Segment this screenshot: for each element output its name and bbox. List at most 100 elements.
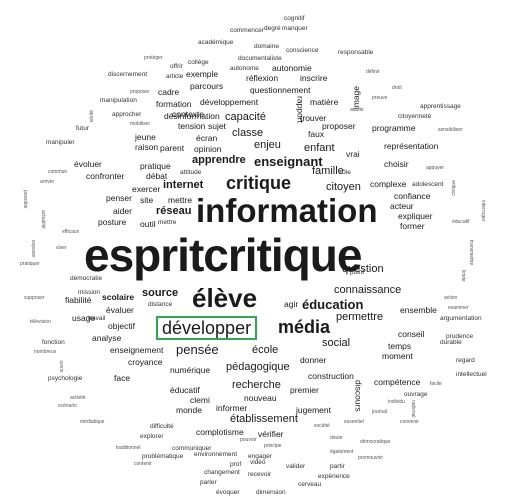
- word-raison: raison: [135, 142, 159, 152]
- word-esprit-critique: espritcritique: [84, 229, 362, 281]
- word-degre: degré: [264, 25, 281, 32]
- word-evaluer: évaluer: [106, 305, 134, 315]
- word-proposer: proposer: [322, 121, 356, 131]
- word-edge-17: traditionnel: [116, 445, 141, 451]
- word-edge-11: pratiquer: [20, 261, 40, 267]
- word-edge-43: société: [314, 423, 330, 429]
- word-expliquer: expliquer: [398, 211, 433, 221]
- word-changement: changement: [204, 469, 240, 476]
- word-autonome: autonome: [230, 65, 259, 72]
- word-mission: mission: [78, 289, 101, 296]
- word-edge-18: contenir: [134, 461, 152, 467]
- word-edge-5: interroger: [480, 200, 486, 222]
- word-edge-45: essentiel: [344, 419, 364, 425]
- word-education: éducation: [302, 297, 364, 312]
- word-edge-14: nombreux: [34, 349, 57, 355]
- word-edge-30: définir: [366, 69, 380, 75]
- word-site: site: [140, 195, 154, 205]
- word-educatif: éducatif: [170, 385, 200, 395]
- word-pedagogique: pédagogique: [226, 361, 290, 373]
- word-enjeu: enjeu: [254, 139, 281, 151]
- word-adolescent: adolescent: [412, 181, 444, 188]
- word-regarder: intellectuel: [456, 371, 487, 378]
- word-edge-20: également: [330, 449, 354, 455]
- word-manquer: manquer: [282, 25, 308, 32]
- word-edge-26: éducatif: [452, 219, 470, 225]
- word-edge-15: scénario: [58, 403, 77, 409]
- word-information: information: [196, 192, 378, 229]
- word-monde: monde: [176, 405, 202, 415]
- word-prudence: prudence: [446, 333, 474, 340]
- word-edge-21: promouvoir: [358, 455, 384, 461]
- word-donner: donner: [300, 355, 327, 365]
- word-edge-4: transmettre: [468, 240, 474, 266]
- word-aider: aider: [113, 206, 132, 216]
- word-edge-2: exposer: [30, 240, 36, 258]
- word-edge-38: efficace: [62, 229, 80, 235]
- word-critique: critique: [226, 173, 292, 193]
- word-construction: construction: [308, 371, 354, 381]
- word-approcher: approcher: [112, 111, 142, 118]
- word-enseignement: enseignement: [110, 345, 164, 355]
- word-edge-7: civique: [451, 180, 457, 196]
- word-edge-19: démocratique: [360, 439, 391, 445]
- word-problematique: problématique: [142, 453, 184, 460]
- word-citoyen: citoyen: [326, 181, 361, 193]
- word-tension: tension: [178, 121, 206, 131]
- word-rapport: rapport: [295, 96, 306, 123]
- word-confiance: confiance: [394, 191, 431, 201]
- word-edge-41: principe: [264, 443, 282, 449]
- word-cadre: cadre: [158, 87, 180, 97]
- word-edge-16: médiatique: [80, 419, 105, 425]
- word-clemi: clemi: [190, 395, 210, 405]
- word-documentaliste: documentaliste: [238, 55, 282, 62]
- word-edge-40: activité: [70, 395, 86, 401]
- word-faux: faux: [308, 129, 325, 139]
- word-conscience: conscience: [286, 47, 319, 54]
- word-discours: discours: [353, 380, 364, 412]
- word-evoquer: évoquer: [216, 489, 240, 496]
- word-edge-10: national: [410, 400, 416, 418]
- word-complotisme: complotisme: [196, 427, 244, 437]
- word-ecole: école: [252, 344, 279, 356]
- word-edge-31: preuve: [372, 95, 388, 101]
- word-enfant: enfant: [304, 142, 335, 154]
- word-edge-28: appuyer: [426, 165, 445, 171]
- word-competence: compétence: [374, 377, 421, 387]
- word-outil: outil: [140, 219, 156, 229]
- word-eleve: élève: [192, 283, 258, 313]
- word-questionnement: questionnement: [250, 85, 311, 95]
- word-permettre: permettre: [336, 311, 384, 323]
- word-edge-32: adulte: [350, 107, 364, 113]
- word-discernement: discernement: [108, 71, 148, 78]
- word-pensee: pensée: [176, 342, 219, 357]
- word-edge-37: arriver: [40, 179, 55, 185]
- word-choisir: choisir: [384, 159, 409, 169]
- word-moment: moment: [382, 351, 413, 361]
- word-apprentissage: apprentissage: [420, 103, 461, 110]
- word-agir: agir: [284, 299, 299, 309]
- word-edge-25: examiner: [448, 305, 469, 311]
- word-conseil: conseil: [398, 329, 425, 339]
- word-point: point: [350, 269, 365, 276]
- word-recherche: recherche: [232, 379, 281, 391]
- word-contexte: contexte: [172, 109, 205, 119]
- word-commencer: commencer: [230, 27, 264, 34]
- word-college: collège: [188, 59, 209, 66]
- word-reflexion: réflexion: [246, 73, 279, 83]
- word-academique: académique: [198, 39, 234, 46]
- word-edge-1: possible: [22, 190, 28, 209]
- word-edge-12: supposer: [24, 295, 45, 301]
- word-communiquer: communiquer: [172, 445, 212, 452]
- word-jeune: jeune: [135, 132, 156, 142]
- word-trouver: trouver: [300, 113, 327, 123]
- word-inscrire: inscrire: [300, 73, 328, 83]
- word-connaissance: connaissance: [334, 284, 402, 296]
- word-cognitif: cognitif: [284, 15, 305, 22]
- word-edge-34: protéger: [144, 55, 163, 61]
- word-formation: formation: [156, 99, 192, 109]
- word-fiabilite: fiabilité: [65, 295, 92, 305]
- word-evoluer: évoluer: [74, 159, 102, 169]
- word-penser: penser: [106, 193, 132, 203]
